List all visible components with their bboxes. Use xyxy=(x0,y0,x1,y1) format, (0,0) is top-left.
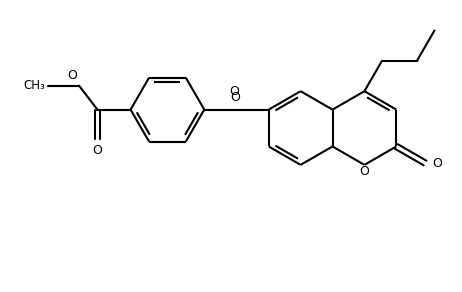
Text: O: O xyxy=(92,144,103,157)
Text: O: O xyxy=(432,157,442,170)
Text: O: O xyxy=(359,165,370,178)
Text: O: O xyxy=(231,91,241,104)
Text: O: O xyxy=(230,85,239,98)
Text: CH₃: CH₃ xyxy=(24,79,45,92)
Text: O: O xyxy=(67,69,77,82)
